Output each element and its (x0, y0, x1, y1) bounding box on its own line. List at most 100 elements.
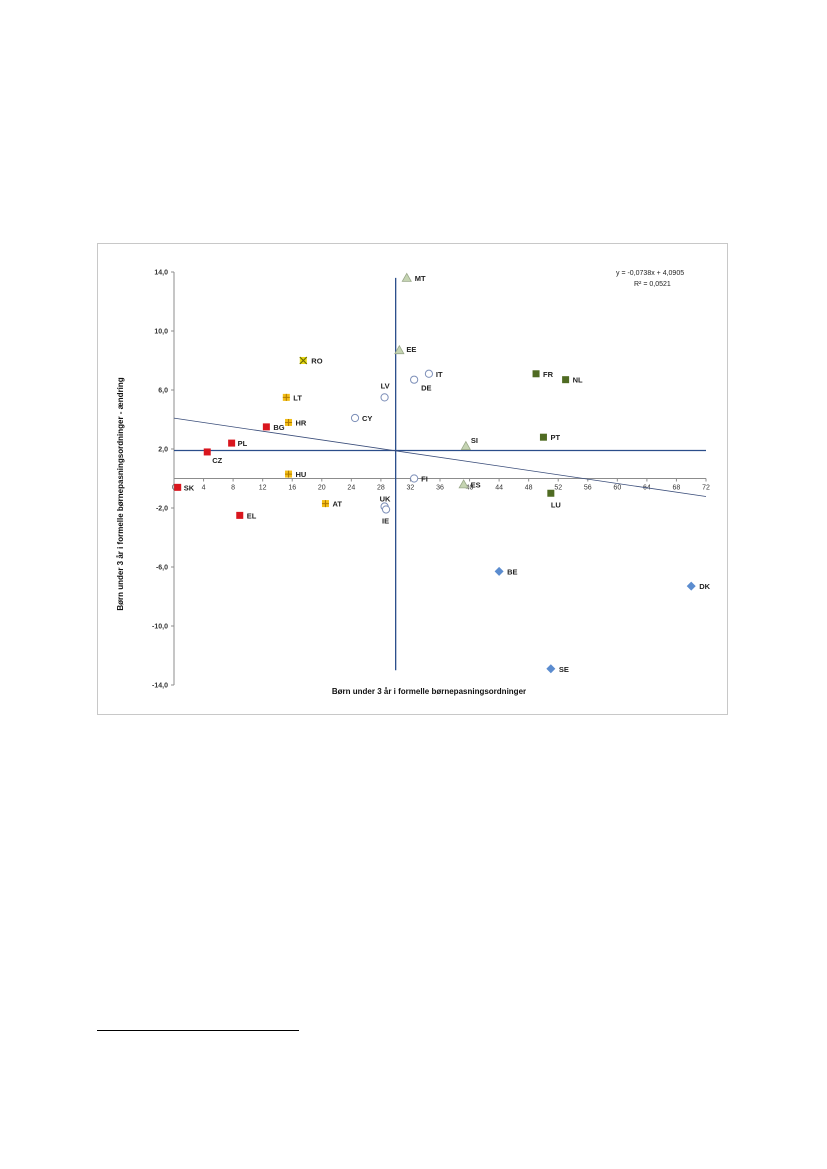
point-label-fr: FR (543, 370, 554, 379)
point-it (424, 369, 434, 378)
point-label-cy: CY (362, 414, 372, 423)
trendline-group (173, 417, 707, 497)
x-tick-label: 44 (495, 485, 503, 492)
point-label-lv: LV (381, 381, 390, 390)
y-tick-label: 2,0 (158, 447, 168, 454)
x-tick-label: 8 (231, 485, 235, 492)
point-si (460, 440, 472, 450)
y-axis-title: Børn under 3 år i formelle børnepasnings… (116, 377, 125, 610)
x-tick-label: 60 (613, 485, 621, 492)
point-label-hr: HR (296, 418, 307, 427)
point-label-de: DE (421, 384, 431, 393)
point-lt (282, 393, 290, 401)
y-tick-label: -14,0 (152, 683, 168, 690)
point-hr (285, 418, 293, 426)
point-hr-cross (285, 418, 293, 426)
x-tick-label: 48 (525, 485, 533, 492)
point-label-pt: PT (550, 433, 560, 442)
point-hu (285, 470, 293, 478)
x-tick-label: 68 (673, 485, 681, 492)
y-tick-label: 10,0 (154, 329, 168, 336)
point-lv (380, 393, 389, 402)
tick-labels-group: 14,010,06,02,0-2,0-6,0-10,0-14,00 4 8 12 16 2… (152, 270, 710, 690)
point-label-uk: UK (380, 495, 391, 504)
reference-lines-group (174, 277, 706, 671)
x-tick-label: 72 (702, 485, 710, 492)
point-el (236, 511, 244, 519)
point-label-sk: SK (184, 483, 195, 492)
y-tick-label: -6,0 (156, 565, 168, 572)
point-label-cz: CZ (212, 456, 222, 465)
trendline-r-squared: R² = 0,0521 (634, 281, 671, 288)
point-label-el: EL (247, 511, 257, 520)
x-tick-label: 12 (259, 485, 267, 492)
point-label-lu: LU (551, 500, 561, 509)
point-label-ie: IE (382, 516, 389, 525)
point-fi (410, 474, 419, 483)
point-ie (381, 505, 391, 514)
point-label-nl: NL (573, 376, 583, 385)
x-tick-label: 32 (407, 485, 415, 492)
axes-group (171, 271, 707, 686)
point-mt (401, 272, 412, 282)
x-tick-label: 52 (554, 485, 562, 492)
point-nl (562, 376, 570, 384)
x-tick-label: 56 (584, 485, 592, 492)
scatter-chart: 14,010,06,02,0-2,0-6,0-10,0-14,00 4 8 12 16 2… (116, 270, 711, 697)
y-tick-label: 14,0 (154, 270, 168, 277)
chart-frame: 14,0 10,0 6,0 2,0 -2,0 -6,0 -10,0 -14,0 0 4 8 12 16 2… (97, 243, 728, 715)
point-cz (203, 448, 211, 456)
point-labels-group: SK CZ PL EL BG RO LT HR HU AT LV CY DE IT UK IE FI MT EE SI… (184, 274, 711, 674)
point-lu (547, 489, 555, 497)
point-label-it: IT (436, 370, 443, 379)
point-at (321, 500, 329, 508)
x-axis-title: Børn under 3 år i formelle børnepasnings… (332, 687, 526, 696)
point-label-fi: FI (421, 475, 428, 484)
point-hu-cross (285, 470, 293, 478)
point-label-dk: DK (699, 582, 710, 591)
y-tick-label: -2,0 (156, 506, 168, 513)
x-tick-label: 20 (318, 485, 326, 492)
point-dk (686, 581, 696, 591)
x-tick-label: 4 (202, 485, 206, 492)
footnote-separator (97, 1030, 299, 1031)
point-cy (350, 413, 360, 423)
x-tick-label: 24 (347, 485, 355, 492)
point-label-es: ES (471, 480, 481, 489)
point-bg (262, 423, 270, 431)
point-label-si: SI (471, 436, 478, 445)
trendline-equation: y = -0,0738x + 4,0905 (616, 270, 684, 277)
point-label-pl: PL (238, 439, 248, 448)
point-label-ro: RO (311, 357, 322, 366)
trendline (173, 417, 707, 497)
point-pl (228, 439, 236, 447)
point-ro (299, 356, 308, 365)
point-ee (394, 344, 405, 355)
point-lt-cross (282, 393, 290, 401)
point-label-se: SE (559, 665, 569, 674)
point-label-at: AT (332, 500, 342, 509)
point-at-cross (321, 500, 329, 508)
x-tick-label: 0 (172, 485, 176, 492)
y-tick-label: 6,0 (158, 388, 168, 395)
point-se (546, 664, 556, 674)
x-tick-label: 28 (377, 485, 385, 492)
point-es (458, 479, 469, 489)
point-label-ee: EE (406, 345, 416, 354)
point-label-mt: MT (415, 274, 426, 283)
y-tick-label: -10,0 (152, 624, 168, 631)
point-label-be: BE (507, 567, 517, 576)
x-tick-label: 36 (436, 485, 444, 492)
point-be (494, 566, 504, 576)
x-tick-label: 40 (466, 485, 474, 492)
point-ro-cross (299, 356, 308, 365)
point-de (410, 375, 419, 384)
point-fr (532, 370, 540, 378)
x-tick-label: 16 (288, 485, 296, 492)
points-group (174, 272, 696, 674)
point-sk (174, 483, 182, 491)
point-label-bg: BG (273, 423, 284, 432)
point-label-lt: LT (293, 393, 302, 402)
point-pt (539, 433, 547, 441)
point-label-hu: HU (296, 470, 307, 479)
